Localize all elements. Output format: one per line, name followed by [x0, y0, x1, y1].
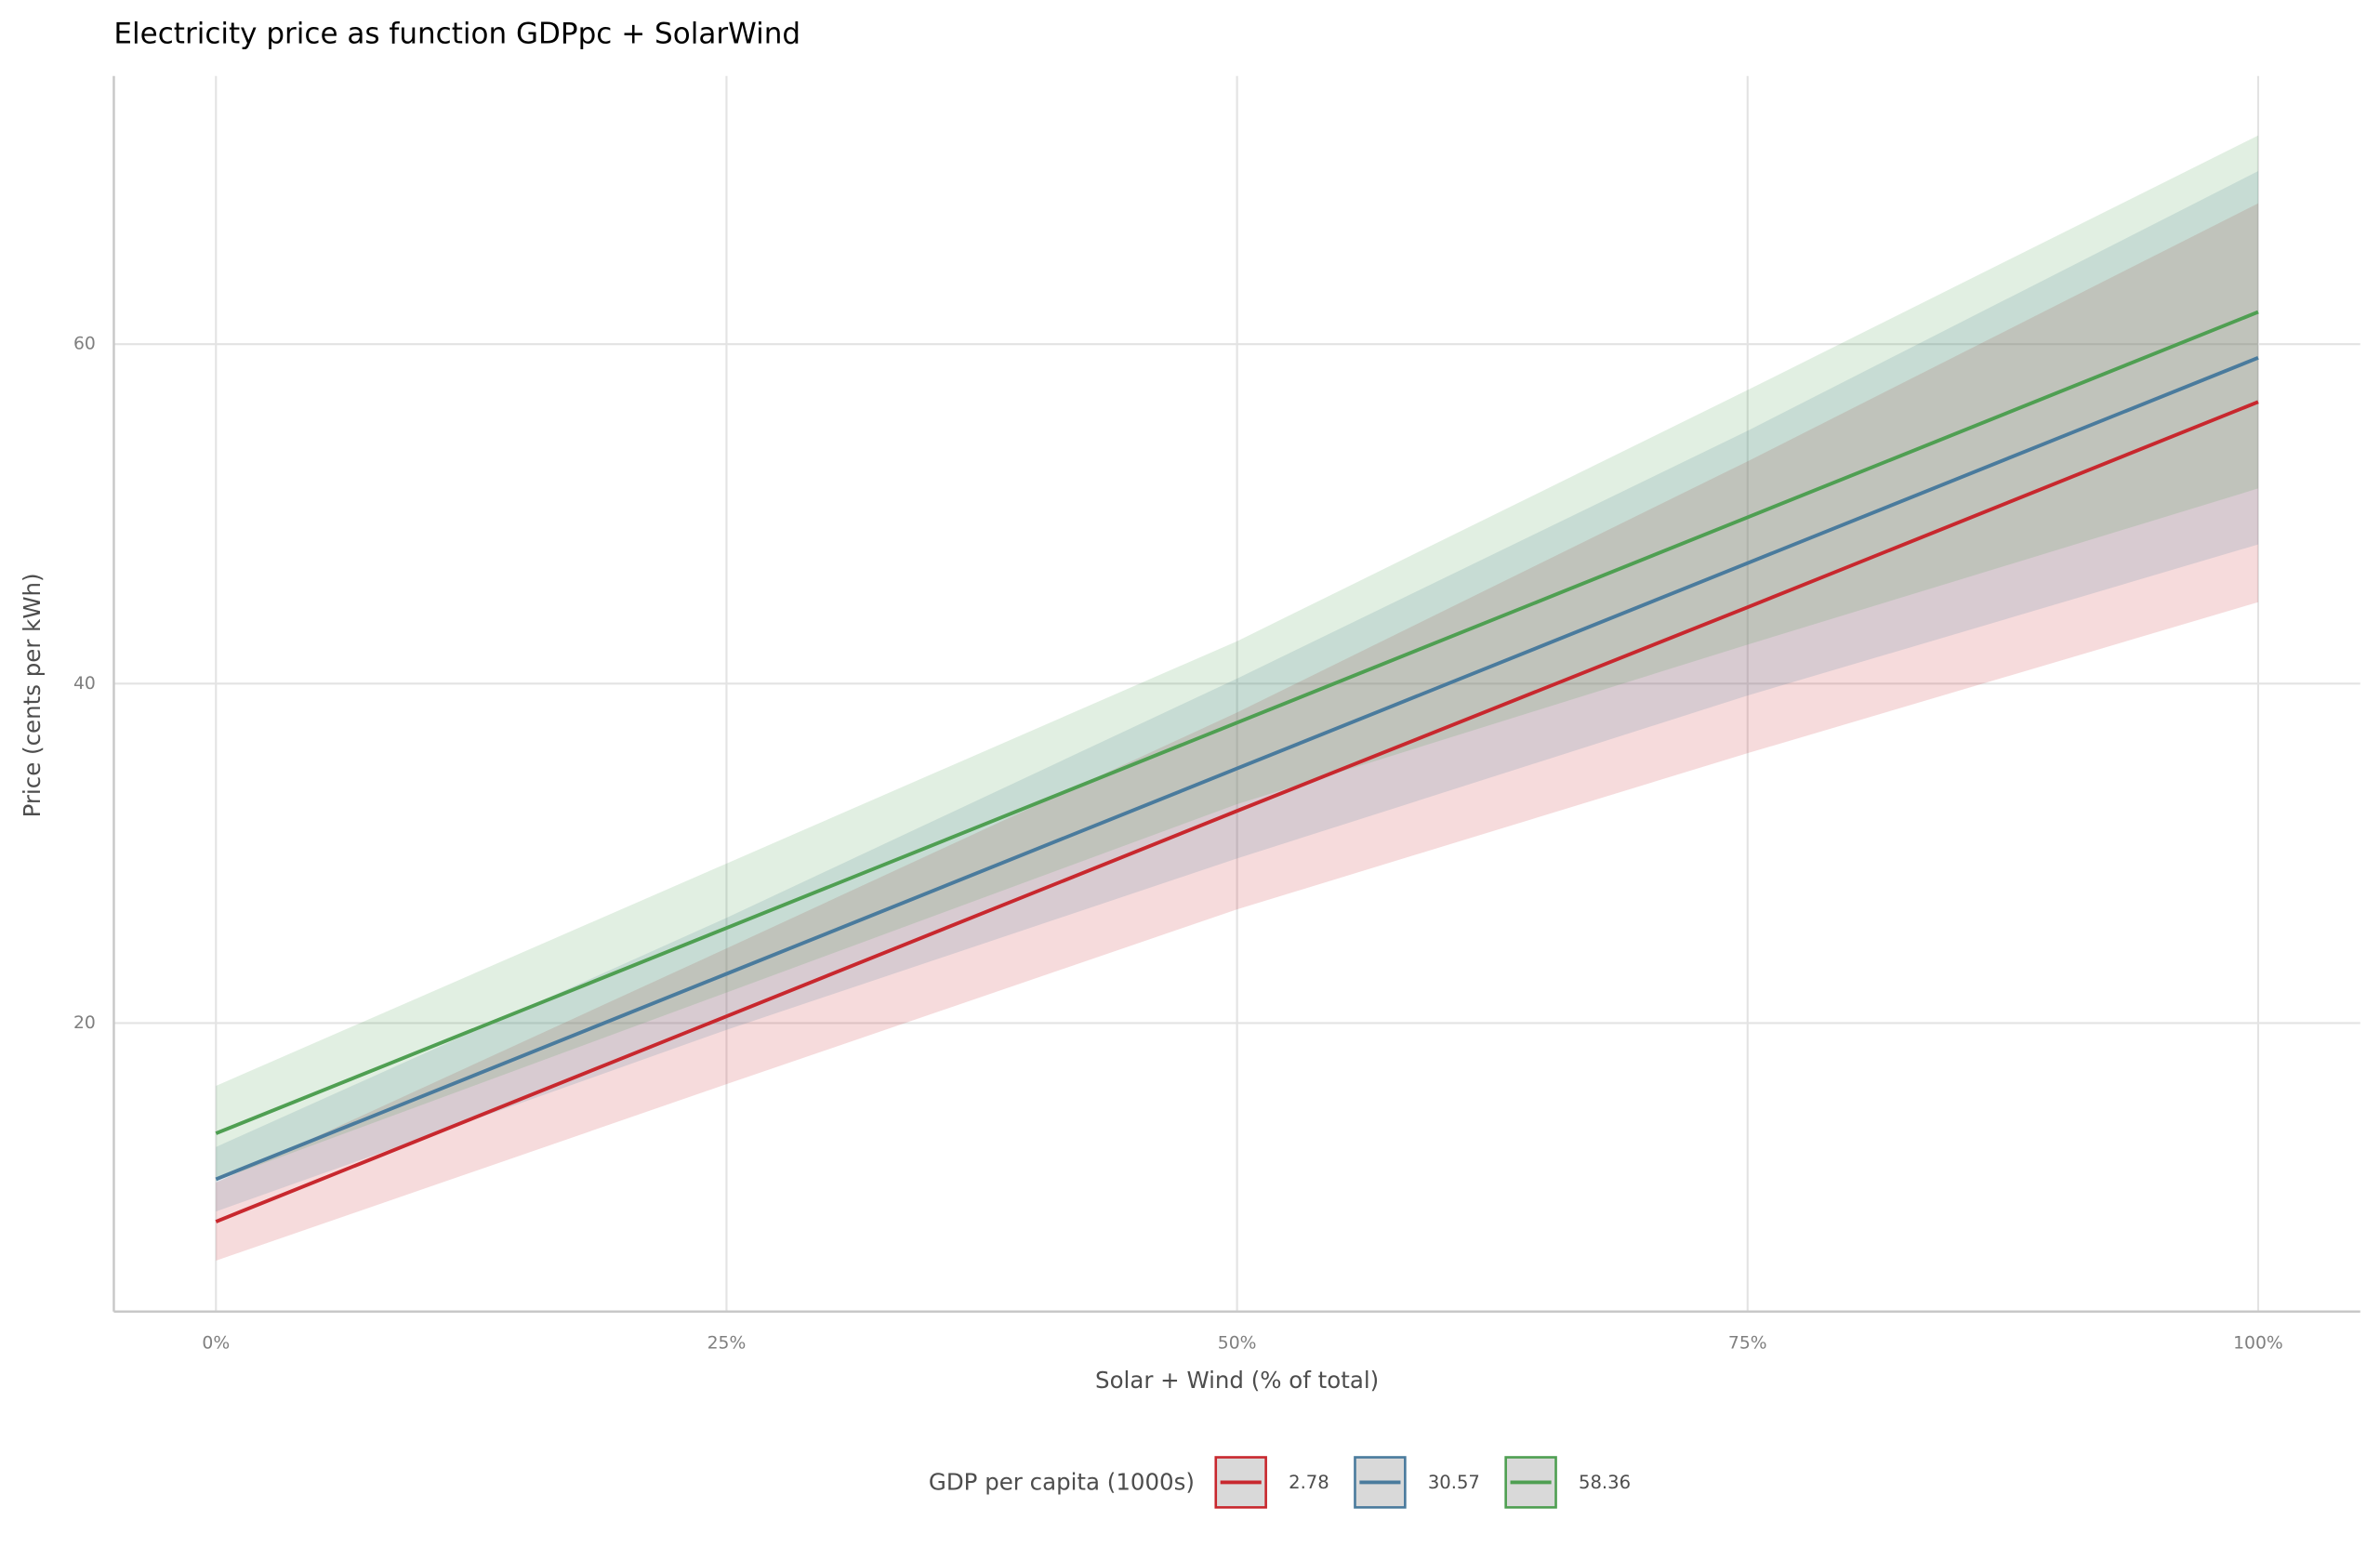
- x-tick-label: 75%: [1728, 1334, 1767, 1354]
- series-line: [215, 400, 2259, 1223]
- series-line: [215, 356, 2259, 1182]
- series-line: [215, 310, 2259, 1135]
- y-axis-title: Price (cents per kWh): [19, 573, 46, 817]
- legend-label: 30.57: [1428, 1472, 1480, 1493]
- x-tick-label: 50%: [1218, 1334, 1257, 1354]
- grid: [113, 75, 2360, 1312]
- y-tick-label: 40: [73, 674, 96, 694]
- confidence-band: [216, 135, 2258, 1182]
- legend-title: GDP per capita (1000s): [929, 1468, 1195, 1495]
- confidence-band: [216, 171, 2258, 1212]
- lines: [215, 310, 2259, 1223]
- legend-label: 2.78: [1289, 1472, 1329, 1493]
- x-tick-label: 0%: [202, 1334, 230, 1354]
- legend-label: 58.36: [1579, 1472, 1631, 1493]
- x-axis-title: Solar + Wind (% of total): [1095, 1367, 1379, 1394]
- chart-title: Electricity price as function GDPpc + So…: [113, 18, 800, 51]
- y-tick-label: 60: [73, 335, 96, 354]
- confidence-band: [216, 203, 2258, 1262]
- x-tick-label: 100%: [2233, 1334, 2283, 1354]
- x-tick-label: 25%: [707, 1334, 747, 1354]
- legend: GDP per capita (1000s) 2.78 30.57 58.36: [929, 1456, 1631, 1509]
- y-tick-label: 20: [73, 1013, 96, 1033]
- ribbons: [216, 135, 2258, 1262]
